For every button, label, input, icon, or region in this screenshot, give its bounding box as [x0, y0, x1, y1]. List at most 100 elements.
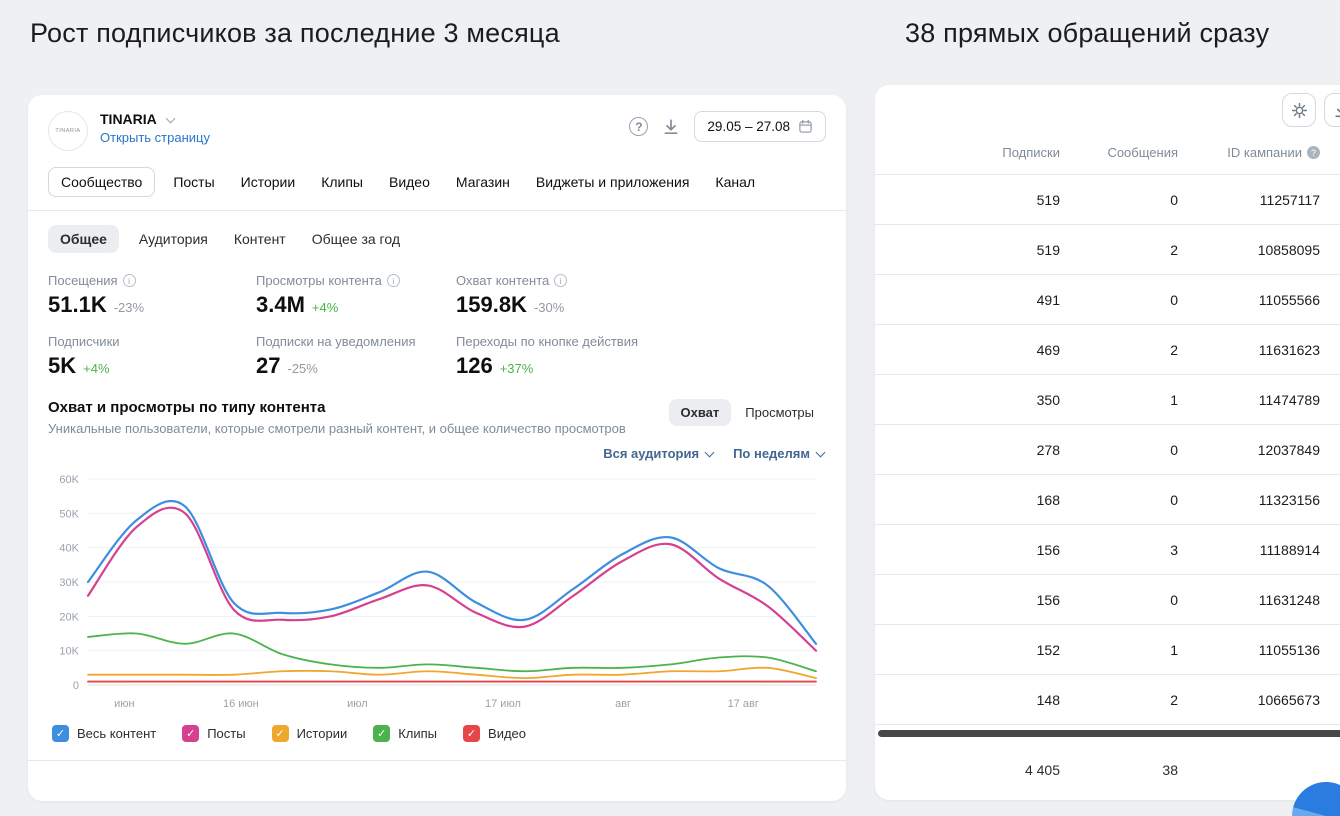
- stats-subtabs: Общее Аудитория Контент Общее за год: [28, 211, 846, 265]
- table-row-2: 491 0 11055566: [875, 275, 1340, 325]
- legend-item-1[interactable]: ✓ Посты: [182, 725, 246, 742]
- community-name-dropdown[interactable]: TINARIA: [100, 111, 210, 127]
- metric-0: Посещения i 51.1K -23%: [48, 273, 256, 318]
- section-titles: Охват и просмотры по типу контента Уника…: [48, 399, 626, 436]
- checkbox-icon[interactable]: ✓: [182, 725, 200, 742]
- tab-2[interactable]: Истории: [240, 174, 296, 190]
- community-name: TINARIA: [100, 111, 157, 127]
- metric-label: Охват контента i: [456, 273, 826, 288]
- cell: 11631248: [1258, 591, 1320, 608]
- table-row-8: 156 0 11631248: [875, 575, 1340, 625]
- checkbox-icon[interactable]: ✓: [52, 725, 69, 742]
- tab-4[interactable]: Видео: [388, 174, 430, 190]
- tab-1[interactable]: Посты: [173, 174, 215, 190]
- cell: 11188914: [1259, 541, 1320, 558]
- cell: 156: [1036, 591, 1060, 608]
- totals-row: 4 405 38: [875, 743, 1340, 797]
- subtab-3[interactable]: Общее за год: [311, 231, 400, 247]
- table-row-9: 152 1 11055136: [875, 625, 1340, 675]
- metric-delta: -30%: [533, 300, 565, 315]
- cell: 519: [1036, 191, 1060, 208]
- cell: 11055136: [1258, 641, 1320, 658]
- svg-text:июн: июн: [114, 698, 134, 710]
- cell: 0: [1170, 291, 1178, 308]
- cell: 519: [1036, 241, 1060, 258]
- svg-text:16 июн: 16 июн: [223, 698, 259, 710]
- metric-value: 159.8K: [456, 292, 527, 317]
- toggle-1[interactable]: Просмотры: [745, 405, 814, 420]
- table-row-6: 168 0 11323156: [875, 475, 1340, 525]
- date-range-picker[interactable]: 29.05 – 27.08: [694, 111, 826, 142]
- cell: 2: [1170, 341, 1178, 358]
- info-icon: ?: [1307, 146, 1320, 159]
- community-meta: TINARIA Открыть страницу: [100, 111, 210, 147]
- legend-item-2[interactable]: ✓ Истории: [271, 725, 348, 742]
- svg-text:10K: 10K: [59, 646, 79, 658]
- chart-section-header: Охват и просмотры по типу контента Уника…: [28, 383, 846, 436]
- tab-6[interactable]: Виджеты и приложения: [535, 174, 690, 190]
- svg-text:40K: 40K: [59, 543, 79, 555]
- chart-line-2: [87, 666, 817, 680]
- help-icon[interactable]: ?: [629, 117, 649, 136]
- column-header-1: Сообщения: [1107, 145, 1178, 160]
- tab-5[interactable]: Магазин: [455, 174, 510, 190]
- filter-dropdown-0[interactable]: Вся аудитория: [603, 446, 713, 461]
- gear-icon: [1291, 102, 1307, 118]
- community-avatar: TINARIA: [48, 111, 88, 151]
- column-header-0: Подписки: [1002, 145, 1060, 160]
- cell: 11631623: [1258, 341, 1320, 358]
- cell: 2: [1170, 691, 1178, 708]
- legend-item-4[interactable]: ✓ Видео: [463, 725, 526, 742]
- metric-label: Подписки на уведомления: [256, 334, 416, 349]
- open-page-link[interactable]: Открыть страницу: [100, 130, 210, 145]
- legend-item-3[interactable]: ✓ Клипы: [373, 725, 437, 742]
- legend-item-0[interactable]: ✓ Весь контент: [52, 725, 156, 742]
- table-row-5: 278 0 12037849: [875, 425, 1340, 475]
- svg-text:30K: 30K: [59, 577, 79, 589]
- cell: 11474789: [1258, 391, 1320, 408]
- checkbox-icon[interactable]: ✓: [463, 725, 481, 742]
- campaigns-table-card: Подписки Сообщения ID кампании? 519 0 112571…: [875, 85, 1340, 800]
- tab-0[interactable]: Сообщество: [48, 167, 156, 197]
- download-icon[interactable]: [662, 118, 680, 136]
- cell: 0: [1170, 491, 1178, 508]
- chart-line-0: [86, 499, 818, 645]
- svg-text:авг: авг: [615, 698, 631, 710]
- svg-text:июл: июл: [347, 698, 368, 710]
- checkbox-icon[interactable]: ✓: [373, 725, 391, 742]
- legend-label: Видео: [488, 726, 527, 741]
- svg-text:20K: 20K: [59, 611, 79, 623]
- horizontal-scrollbar[interactable]: [878, 730, 1340, 737]
- svg-text:60K: 60K: [59, 474, 79, 486]
- tab-7[interactable]: Канал: [715, 174, 756, 190]
- metric-value: 51.1K: [48, 292, 107, 317]
- content-reach-chart: 0 10K 20K 30K 40K 50K 60K июн 16 июн июл 17 июл авг…: [59, 474, 818, 710]
- checkbox-icon[interactable]: ✓: [271, 725, 289, 742]
- toggle-0[interactable]: Охват: [668, 399, 732, 426]
- community-tabs: Сообщество Посты Истории Клипы Видео Магазин В…: [28, 151, 846, 210]
- cell: 2: [1170, 241, 1178, 258]
- subtab-2[interactable]: Контент: [233, 231, 286, 247]
- right-heading: 38 прямых обращений сразу: [905, 18, 1270, 48]
- cell: 1: [1170, 391, 1178, 408]
- cell: 152: [1036, 641, 1060, 658]
- metric-delta: +4%: [311, 300, 339, 315]
- left-heading: Рост подписчиков за последние 3 месяца: [30, 18, 560, 48]
- settings-button[interactable]: [1282, 93, 1316, 127]
- cell: 12037849: [1257, 441, 1320, 458]
- export-button[interactable]: [1324, 93, 1340, 127]
- legend-label: Посты: [207, 726, 246, 741]
- subtab-0[interactable]: Общее: [48, 225, 119, 253]
- metric-label: Посещения i: [48, 273, 256, 288]
- scroll-zone: [875, 725, 1340, 743]
- svg-text:50K: 50K: [59, 508, 79, 520]
- subtab-1[interactable]: Аудитория: [138, 231, 208, 247]
- tab-3[interactable]: Клипы: [321, 174, 363, 190]
- legend-label: Истории: [296, 726, 348, 741]
- cell: 3: [1170, 541, 1178, 558]
- metric-value: 3.4M: [256, 292, 305, 317]
- cell: 11257117: [1259, 191, 1320, 208]
- filter-dropdown-1[interactable]: По неделям: [733, 446, 824, 461]
- metric-1: Просмотры контента i 3.4M +4%: [256, 273, 456, 318]
- svg-text:17 авг: 17 авг: [728, 698, 759, 710]
